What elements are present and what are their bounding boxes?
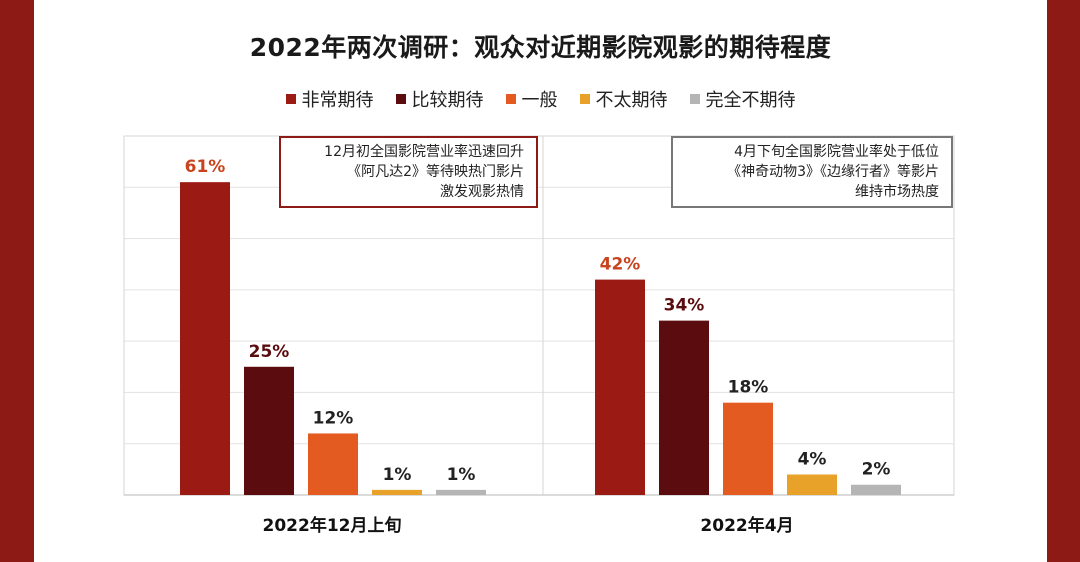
- legend-label: 完全不期待: [705, 90, 796, 111]
- legend: 非常期待 比较期待 一般 不太期待 完全不期待: [34, 86, 1047, 112]
- legend-label: 比较期待: [411, 90, 484, 111]
- chart-title: 2022年两次调研：观众对近期影院观影的期待程度: [249, 33, 832, 62]
- annotation-line: 《神奇动物3》《边缘行者》等影片: [727, 164, 939, 180]
- bar: [787, 474, 837, 495]
- bar-value-label: 1%: [447, 465, 476, 485]
- bar: [595, 279, 645, 495]
- legend-swatch: [579, 94, 590, 104]
- bar-value-label: 1%: [383, 465, 412, 485]
- bar-value-label: 4%: [798, 449, 827, 469]
- bar: [723, 402, 773, 495]
- bar-value-label: 12%: [313, 408, 354, 428]
- x-category-label: 2022年4月: [700, 516, 794, 536]
- bar-value-label: 2%: [862, 460, 891, 480]
- bar: [436, 489, 486, 495]
- legend-swatch: [505, 94, 516, 104]
- bar: [851, 484, 901, 495]
- bar: [180, 182, 230, 495]
- legend-item-very-expect: 非常期待: [285, 86, 374, 112]
- annotation-line: 《阿凡达2》等待映热门影片: [347, 164, 524, 180]
- legend-item-not-really-expect: 不太期待: [579, 86, 668, 112]
- legend-label: 一般: [521, 90, 558, 111]
- legend-item-fairly-expect: 比较期待: [395, 86, 484, 112]
- legend-label: 不太期待: [595, 90, 668, 111]
- annotation-line: 4月下旬全国影院营业率处于低位: [734, 144, 939, 160]
- bar-plot: 61% 25% 12% 1% 1% 42% 34% 18% 4% 2%: [123, 135, 955, 496]
- bar-value-label: 61%: [185, 157, 226, 177]
- legend-item-not-at-all: 完全不期待: [689, 86, 796, 112]
- bar-value-label: 25%: [249, 342, 290, 362]
- legend-swatch: [395, 94, 406, 104]
- bar-value-label: 34%: [664, 296, 705, 316]
- annotation-line: 激发观影热情: [440, 184, 524, 200]
- annotation-line: 12月初全国影院营业率迅速回升: [324, 144, 524, 160]
- slide: 2022年两次调研：观众对近期影院观影的期待程度 非常期待 比较期待 一般 不太…: [34, 0, 1047, 562]
- annotation-box-april: 4月下旬全国影院营业率处于低位 《神奇动物3》《边缘行者》等影片 维持市场热度: [671, 136, 953, 208]
- bar: [372, 489, 422, 495]
- bar: [308, 433, 358, 495]
- legend-item-neutral: 一般: [505, 86, 558, 112]
- x-category-label: 2022年12月上旬: [262, 516, 402, 536]
- legend-swatch: [285, 94, 296, 104]
- legend-swatch: [689, 94, 700, 104]
- bar: [244, 366, 294, 495]
- annotation-box-december: 12月初全国影院营业率迅速回升 《阿凡达2》等待映热门影片 激发观影热情: [279, 136, 538, 208]
- bar: [659, 320, 709, 495]
- bar-value-label: 42%: [600, 255, 641, 275]
- bar-value-label: 18%: [728, 378, 769, 398]
- annotation-line: 维持市场热度: [855, 184, 939, 200]
- legend-label: 非常期待: [301, 90, 374, 111]
